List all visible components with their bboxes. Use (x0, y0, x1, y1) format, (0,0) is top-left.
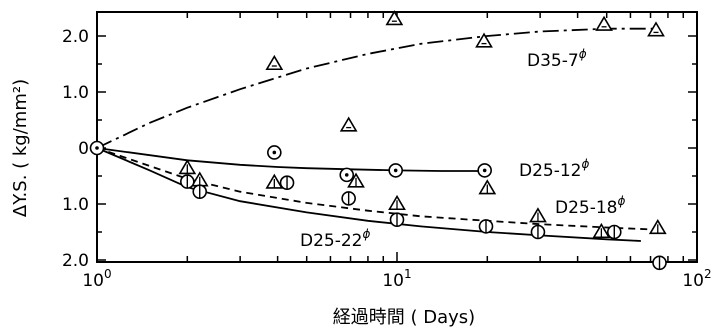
series-line (96, 147, 641, 242)
x-tick-label: 101 (382, 267, 411, 291)
y-tick-labels: 2.0 1.0 0 1.0 2.0 (62, 27, 89, 271)
data-point (190, 171, 209, 187)
data-point (595, 15, 613, 31)
x-axis-title: 経過時間 ( Days) (333, 307, 475, 328)
series-label: D25-12ϕ (519, 157, 590, 181)
y-tick-label: 1.0 (62, 195, 89, 215)
data-point (341, 191, 356, 206)
data-point (592, 222, 611, 239)
data-point (477, 163, 492, 178)
data-point (652, 255, 667, 271)
series-label: D25-18ϕ (555, 194, 626, 218)
y-tick-label: 2.0 (62, 251, 89, 271)
data-point (530, 224, 546, 240)
y-tick-label: 2.0 (62, 27, 89, 47)
series-line (96, 147, 488, 172)
y-tick-label: 1.0 (62, 83, 89, 103)
y-axis-title: ΔY.S. ( kg/mm²) (10, 79, 31, 217)
data-point (89, 140, 105, 156)
data-point (389, 212, 405, 227)
x-tick-labels: 100 101 102 (82, 267, 711, 291)
y-tick-label: 0 (78, 139, 89, 159)
data-point (347, 172, 365, 188)
series-points (89, 10, 667, 271)
x-tick-label: 100 (82, 267, 111, 291)
series-line (96, 27, 655, 149)
data-point (385, 10, 404, 26)
data-point (265, 173, 284, 189)
data-point (180, 174, 195, 189)
series-labels: D35-7ϕ D25-12ϕ D25-18ϕ D25-22ϕ (300, 47, 626, 251)
data-point (265, 54, 284, 71)
data-point (475, 32, 493, 48)
data-point (478, 179, 497, 195)
data-point (339, 116, 358, 132)
data-point (339, 167, 355, 183)
data-point (267, 145, 282, 160)
data-point (178, 159, 197, 175)
x-tick-label: 102 (682, 267, 711, 291)
data-point (478, 219, 494, 234)
axis-ticks (96, 12, 697, 262)
data-point (529, 207, 547, 223)
data-point (279, 175, 295, 191)
data-point (192, 184, 208, 199)
series-label: D25-22ϕ (300, 227, 371, 251)
series-label: D35-7ϕ (527, 47, 587, 71)
data-point (606, 224, 622, 240)
data-point (647, 21, 665, 37)
data-point (388, 194, 406, 211)
data-point (388, 163, 403, 178)
data-point (648, 219, 667, 235)
